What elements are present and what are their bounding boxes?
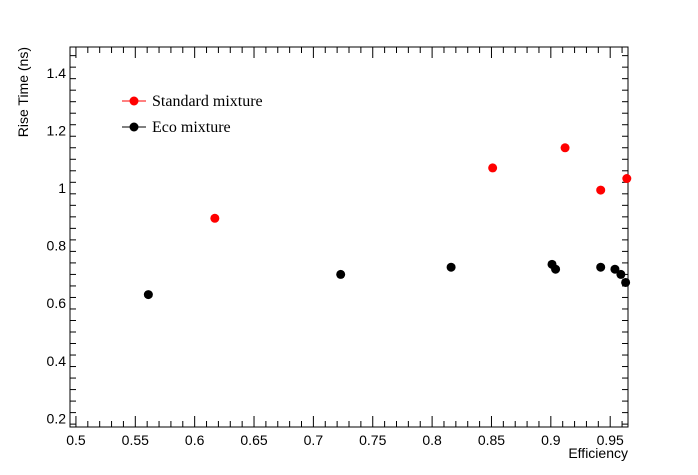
x-tick-label: 0.8	[422, 432, 442, 448]
data-point	[616, 269, 626, 279]
data-point	[622, 174, 632, 184]
data-point	[446, 262, 456, 272]
data-point	[610, 264, 620, 274]
data-point	[336, 269, 346, 279]
series-standard-mixture	[210, 143, 632, 223]
y-axis-ticks: 0.2 0.4 0.6 0.8 1 1.2 1.4	[47, 55, 628, 426]
x-tick-label: 0.75	[359, 432, 386, 448]
y-tick-label: 1.2	[47, 122, 67, 138]
series-eco-mixture	[143, 259, 631, 300]
x-tick-label: 0.95	[597, 432, 624, 448]
x-axis-ticks: 0.5 0.55 0.6 0.65 0.7 0.75 0.8 0.85 0.9 0.95	[66, 47, 624, 448]
x-axis-title: Efficiency	[568, 445, 628, 461]
legend-marker-eco-mixture	[129, 122, 139, 132]
data-point	[143, 290, 153, 300]
legend: Standard mixture Eco mixture	[122, 93, 263, 136]
y-tick-label: 1.4	[47, 65, 67, 81]
x-tick-label: 0.9	[541, 432, 561, 448]
legend-label-eco-mixture: Eco mixture	[152, 119, 231, 136]
data-point	[210, 213, 220, 223]
data-point	[596, 262, 606, 272]
legend-label-standard-mixture: Standard mixture	[152, 93, 263, 110]
data-point	[621, 277, 631, 287]
data-points-layer	[143, 143, 632, 300]
y-tick-label: 0.6	[47, 295, 67, 311]
y-axis-title: Rise Time (ns)	[15, 47, 31, 137]
data-point	[560, 143, 570, 153]
y-tick-label: 0.2	[47, 410, 67, 426]
data-point	[551, 264, 561, 274]
x-tick-label: 0.5	[66, 432, 86, 448]
y-tick-label: 0.8	[47, 238, 67, 254]
x-tick-label: 0.55	[122, 432, 149, 448]
x-tick-label: 0.65	[240, 432, 267, 448]
data-point	[596, 185, 606, 195]
legend-marker-standard-mixture	[129, 96, 139, 106]
x-tick-label: 0.85	[478, 432, 505, 448]
data-point	[488, 163, 498, 173]
x-tick-label: 0.7	[304, 432, 324, 448]
x-tick-label: 0.6	[185, 432, 205, 448]
y-tick-label: 1	[58, 180, 66, 196]
y-tick-label: 0.4	[47, 353, 67, 369]
